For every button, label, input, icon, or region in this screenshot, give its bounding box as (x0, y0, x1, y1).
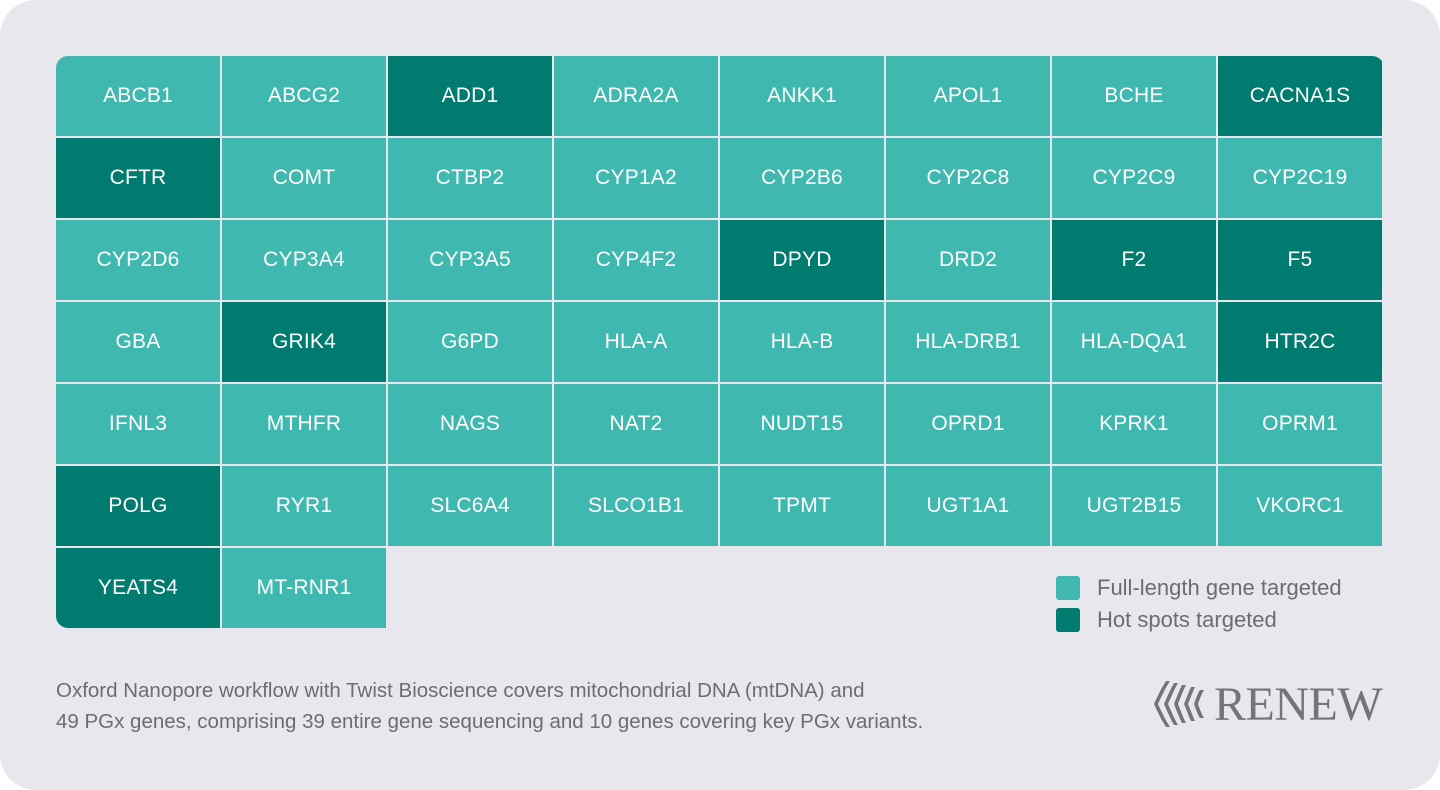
gene-tile: BCHE (1052, 56, 1216, 136)
gene-tile: POLG (56, 466, 220, 546)
gene-tile: SLCO1B1 (554, 466, 718, 546)
gene-tile: SLC6A4 (388, 466, 552, 546)
gene-grid: ABCB1 ABCG2 ADD1 ADRA2A ANKK1 APOL1 BCHE CACNA1… (56, 56, 1384, 628)
gene-tile: OPRD1 (886, 384, 1050, 464)
gene-tile: CYP1A2 (554, 138, 718, 218)
caption: Oxford Nanopore workflow with Twist Bios… (56, 675, 1136, 737)
legend-swatch-full (1056, 576, 1080, 600)
gene-tile: ABCG2 (222, 56, 386, 136)
gene-tile: CYP3A4 (222, 220, 386, 300)
gene-tile: HLA-DRB1 (886, 302, 1050, 382)
gene-tile: HTR2C (1218, 302, 1382, 382)
gene-tile: APOL1 (886, 56, 1050, 136)
gene-tile: CTBP2 (388, 138, 552, 218)
legend-item-full: Full-length gene targeted (1056, 572, 1342, 604)
gene-tile: CYP3A5 (388, 220, 552, 300)
gene-tile: G6PD (388, 302, 552, 382)
gene-tile: CYP2B6 (720, 138, 884, 218)
gene-tile: UGT1A1 (886, 466, 1050, 546)
gene-tile: DRD2 (886, 220, 1050, 300)
gene-tile: IFNL3 (56, 384, 220, 464)
gene-tile: NUDT15 (720, 384, 884, 464)
gene-tile: F2 (1052, 220, 1216, 300)
caption-line-1: Oxford Nanopore workflow with Twist Bios… (56, 679, 865, 702)
renew-logo: RENEW (1150, 674, 1383, 734)
legend-item-hot: Hot spots targeted (1056, 604, 1342, 636)
legend: Full-length gene targeted Hot spots targ… (1056, 572, 1342, 636)
gene-tile: CACNA1S (1218, 56, 1382, 136)
logo-text: RENEW (1214, 677, 1383, 731)
gene-tile: NAGS (388, 384, 552, 464)
gene-tile: RYR1 (222, 466, 386, 546)
gene-tile: NAT2 (554, 384, 718, 464)
gene-tile: HLA-DQA1 (1052, 302, 1216, 382)
gene-tile: GBA (56, 302, 220, 382)
gene-tile: UGT2B15 (1052, 466, 1216, 546)
gene-tile: YEATS4 (56, 548, 220, 628)
gene-tile: CYP4F2 (554, 220, 718, 300)
gene-tile: VKORC1 (1218, 466, 1382, 546)
gene-tile: CFTR (56, 138, 220, 218)
gene-tile: ADD1 (388, 56, 552, 136)
gene-tile: MT-RNR1 (222, 548, 386, 628)
gene-tile: CYP2D6 (56, 220, 220, 300)
gene-tile: CYP2C9 (1052, 138, 1216, 218)
gene-tile: HLA-A (554, 302, 718, 382)
renew-logo-icon (1154, 681, 1204, 727)
gene-tile: COMT (222, 138, 386, 218)
legend-label-hot: Hot spots targeted (1097, 607, 1277, 632)
gene-tile: DPYD (720, 220, 884, 300)
gene-tile: HLA-B (720, 302, 884, 382)
legend-label-full: Full-length gene targeted (1097, 575, 1342, 600)
gene-tile: OPRM1 (1218, 384, 1382, 464)
gene-tile: CYP2C8 (886, 138, 1050, 218)
gene-tile: ANKK1 (720, 56, 884, 136)
gene-tile: CYP2C19 (1218, 138, 1382, 218)
caption-line-2: 49 PGx genes, comprising 39 entire gene … (56, 710, 924, 733)
gene-tile: KPRK1 (1052, 384, 1216, 464)
gene-tile: GRIK4 (222, 302, 386, 382)
gene-tile: ABCB1 (56, 56, 220, 136)
gene-tile: MTHFR (222, 384, 386, 464)
gene-tile: ADRA2A (554, 56, 718, 136)
gene-tile: F5 (1218, 220, 1382, 300)
legend-swatch-hot (1056, 608, 1080, 632)
gene-tile: TPMT (720, 466, 884, 546)
